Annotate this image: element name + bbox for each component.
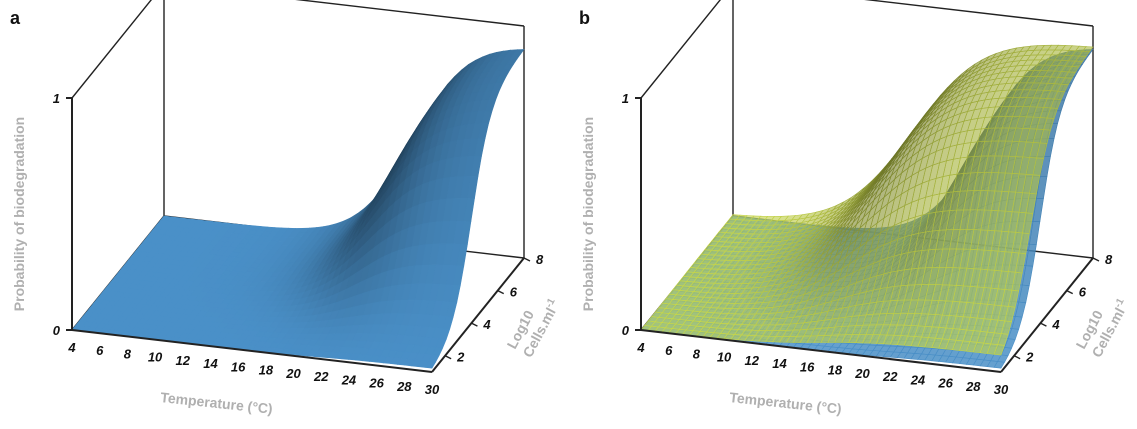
x-tick-label: 30 xyxy=(425,382,440,397)
x-tick-label: 18 xyxy=(828,363,843,378)
x-axis-line xyxy=(71,329,433,373)
x-axis-line xyxy=(640,329,1002,373)
x-tick-label: 20 xyxy=(285,366,301,381)
y-tick-label: 6 xyxy=(1079,285,1087,300)
y-tick-label: 8 xyxy=(1105,252,1113,267)
x-tick-label: 10 xyxy=(148,350,163,365)
x-tick-label: 6 xyxy=(96,343,104,358)
x-tick-label: 22 xyxy=(882,369,898,384)
x-tick-label: 26 xyxy=(368,376,384,391)
left-top-edge xyxy=(640,0,721,99)
y-axis-line xyxy=(431,257,525,373)
chart-panel-a: a 0 1 4 6 8 10 12 14 16 18 20 22 24 26 28 30 2 4 6 8 Temperat… xyxy=(0,0,568,429)
z-tick-label: 0 xyxy=(53,323,61,338)
back-top-edge xyxy=(864,0,1094,27)
x-tick-label: 12 xyxy=(745,353,760,368)
x-tick-label: 28 xyxy=(396,379,412,394)
x-tick-label: 26 xyxy=(937,376,953,391)
x-tick-label: 16 xyxy=(800,359,815,374)
y-axis-line xyxy=(1000,257,1094,373)
y-tick-label: 4 xyxy=(482,317,491,332)
back-top-edge xyxy=(295,0,525,27)
axis-frame-front xyxy=(71,98,525,373)
surface-patch xyxy=(993,361,1005,369)
y-tick-mark xyxy=(497,289,505,295)
x-tick-label: 10 xyxy=(717,350,732,365)
x-axis-title: Temperature (°C) xyxy=(729,389,843,417)
x-tick-label: 14 xyxy=(772,356,787,371)
x-tick-label: 8 xyxy=(124,346,132,361)
x-tick-label: 30 xyxy=(994,382,1009,397)
panel-label: a xyxy=(10,8,21,28)
chart-panel-b: b 0 1 4 6 8 10 12 14 16 18 20 22 24 26 28 30 2 4 6 8 Temperat… xyxy=(569,0,1137,429)
panel-label: b xyxy=(579,8,590,28)
y-tick-label: 2 xyxy=(456,350,465,365)
z-axis-title: Probability of biodegradation xyxy=(11,117,27,311)
y-tick-mark xyxy=(471,322,478,327)
x-tick-label: 8 xyxy=(693,346,701,361)
y-tick-mark xyxy=(1092,257,1100,262)
z-axis-title: Probability of biodegradation xyxy=(580,117,596,311)
x-tick-label: 28 xyxy=(965,379,981,394)
x-tick-label: 18 xyxy=(259,363,274,378)
left-top-edge xyxy=(71,0,152,99)
x-tick-label: 4 xyxy=(636,340,645,355)
y-tick-label: 6 xyxy=(510,285,518,300)
y-tick-mark xyxy=(444,355,452,360)
x-tick-label: 4 xyxy=(67,340,76,355)
x-tick-label: 14 xyxy=(203,356,218,371)
surface-patch xyxy=(424,361,436,369)
y-tick-mark xyxy=(1013,355,1021,360)
x-tick-label: 16 xyxy=(231,359,246,374)
y-tick-mark xyxy=(523,257,531,262)
x-tick-label: 22 xyxy=(313,369,329,384)
surface-series-2 xyxy=(640,44,1094,356)
z-tick-label: 1 xyxy=(53,91,60,106)
x-tick-label: 20 xyxy=(854,366,870,381)
x-tick-label: 12 xyxy=(176,353,191,368)
y-tick-label: 2 xyxy=(1025,350,1034,365)
z-tick-label: 0 xyxy=(622,323,630,338)
y-tick-label: 4 xyxy=(1051,317,1060,332)
y-tick-label: 8 xyxy=(536,252,544,267)
surface-patch xyxy=(993,344,1005,356)
axis-frame-front xyxy=(640,98,1094,373)
y-tick-mark xyxy=(1066,289,1074,295)
x-tick-label: 6 xyxy=(665,343,673,358)
y-tick-mark xyxy=(1040,322,1047,327)
x-tick-label: 24 xyxy=(341,372,357,387)
x-tick-label: 24 xyxy=(910,372,926,387)
z-tick-label: 1 xyxy=(622,91,629,106)
surface-series-1 xyxy=(71,49,525,369)
x-axis-title: Temperature (°C) xyxy=(160,389,274,417)
